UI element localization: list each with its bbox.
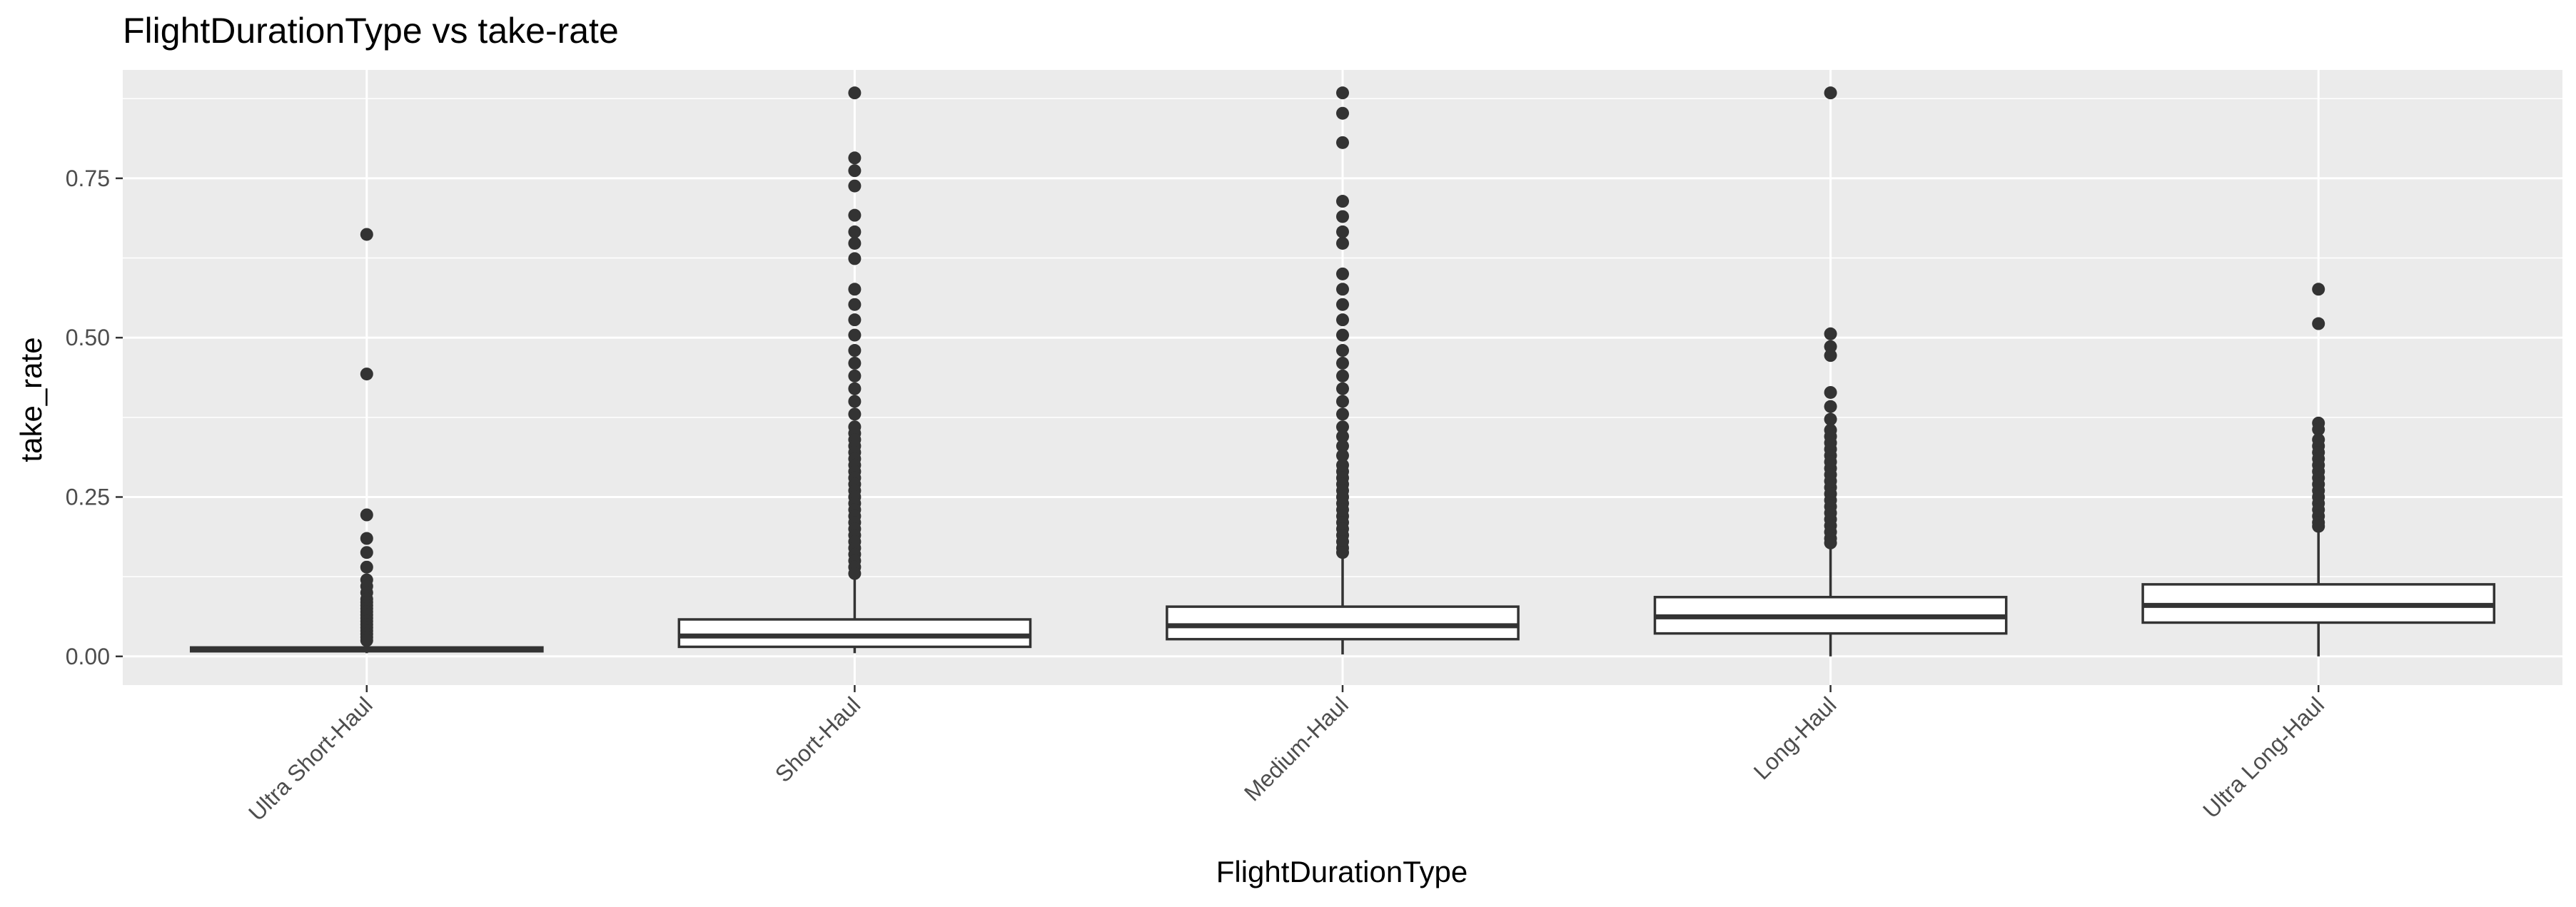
outlier-point xyxy=(1336,86,1349,100)
y-axis: 0.00 0.25 0.50 0.75 xyxy=(66,166,123,669)
box-group xyxy=(2141,283,2496,657)
outlier-point xyxy=(848,313,862,327)
box-iqr xyxy=(677,618,1032,649)
x-tick-label: Long-Haul xyxy=(1749,691,1842,784)
outlier-point xyxy=(1336,313,1349,327)
box-iqr xyxy=(1166,605,1520,641)
outlier-point xyxy=(848,298,862,311)
outlier-point xyxy=(2312,520,2325,533)
outlier-point xyxy=(1824,400,1837,413)
outlier-point xyxy=(2312,422,2325,436)
outlier-point xyxy=(848,382,862,395)
outlier-point xyxy=(1824,385,1837,399)
chart-title: FlightDurationType vs take-rate xyxy=(123,11,619,51)
outlier-point xyxy=(360,228,373,241)
outlier-point xyxy=(848,356,862,370)
box-group xyxy=(1166,86,1520,655)
box-group xyxy=(677,86,1032,654)
outlier-point xyxy=(1336,225,1349,238)
outlier-point xyxy=(848,369,862,382)
outlier-point xyxy=(1824,86,1837,100)
outlier-point xyxy=(1824,327,1837,340)
outlier-point xyxy=(2312,317,2325,330)
outlier-point xyxy=(848,151,862,165)
outlier-point xyxy=(1336,236,1349,250)
outlier-point xyxy=(1336,407,1349,421)
outlier-point xyxy=(848,344,862,358)
y-tick-label: 0.50 xyxy=(66,325,110,350)
outlier-point xyxy=(848,252,862,265)
outlier-point xyxy=(848,179,862,193)
outlier-point xyxy=(848,236,862,250)
y-tick-label: 0.25 xyxy=(66,484,110,510)
outlier-point xyxy=(848,283,862,296)
outlier-point xyxy=(1824,412,1837,426)
outlier-point xyxy=(1336,195,1349,208)
outlier-point xyxy=(1336,420,1349,434)
outlier-point xyxy=(1336,298,1349,311)
x-tick-label: Ultra Short-Haul xyxy=(243,691,378,826)
x-tick-label: Ultra Long-Haul xyxy=(2198,691,2329,823)
x-axis-title: FlightDurationType xyxy=(1216,855,1468,888)
outlier-point xyxy=(1336,546,1349,559)
outlier-point xyxy=(848,86,862,100)
y-axis-title: take_rate xyxy=(14,337,48,462)
outlier-point xyxy=(1336,267,1349,280)
outlier-point xyxy=(1336,369,1349,382)
outlier-point xyxy=(1336,449,1349,462)
box-group xyxy=(189,228,544,654)
outlier-point xyxy=(1336,283,1349,296)
outlier-point xyxy=(848,208,862,222)
outlier-point xyxy=(1336,382,1349,395)
outlier-point xyxy=(360,532,373,545)
outlier-point xyxy=(1824,349,1837,363)
outlier-point xyxy=(1336,344,1349,358)
box-group xyxy=(1653,86,2008,657)
outlier-point xyxy=(360,508,373,522)
outlier-point xyxy=(360,560,373,574)
outlier-point xyxy=(1336,106,1349,120)
outlier-point xyxy=(848,328,862,342)
x-axis: Ultra Short-Haul Short-Haul Medium-Haul Lon… xyxy=(243,685,2329,826)
y-tick-label: 0.75 xyxy=(66,166,110,191)
outlier-point xyxy=(1824,536,1837,549)
x-tick-label: Short-Haul xyxy=(770,691,866,787)
outlier-point xyxy=(1336,136,1349,149)
outlier-point xyxy=(1336,328,1349,342)
outlier-point xyxy=(2312,283,2325,296)
outlier-point xyxy=(848,164,862,178)
outlier-point xyxy=(1336,430,1349,443)
outlier-point xyxy=(848,395,862,408)
outlier-point xyxy=(1336,210,1349,223)
outlier-point xyxy=(848,407,862,421)
outlier-point xyxy=(360,546,373,559)
outlier-point xyxy=(360,634,373,647)
outlier-point xyxy=(360,368,373,381)
x-tick-label: Medium-Haul xyxy=(1239,691,1353,806)
outlier-point xyxy=(1336,356,1349,370)
outlier-point xyxy=(1336,440,1349,453)
outlier-point xyxy=(1824,340,1837,353)
y-tick-label: 0.00 xyxy=(66,644,110,669)
boxes-layer xyxy=(189,86,2496,657)
outlier-point xyxy=(1336,395,1349,408)
outlier-point xyxy=(848,567,862,580)
outlier-point xyxy=(848,225,862,238)
